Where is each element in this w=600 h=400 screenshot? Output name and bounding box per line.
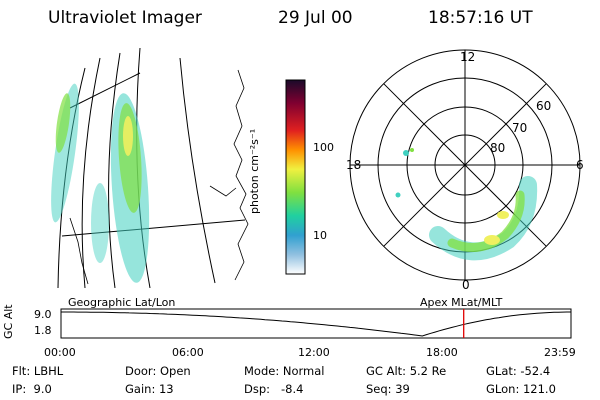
timeline-xtick-1800: 18:00 [426,346,458,359]
info-flt-value: LBHL [33,364,64,378]
coastline [209,185,237,197]
info-dsp: Dsp: -8.4 [244,382,303,396]
left-panel-caption: Geographic Lat/Lon [68,296,176,309]
timeline-xtick-1200: 12:00 [298,346,330,359]
timeline-xtick-0600: 06:00 [172,346,204,359]
mlt-label-6: 6 [576,158,584,172]
parallel-line [69,72,141,109]
colorbar [285,79,306,275]
timeline-ylabel: GC Alt [2,304,15,339]
info-flt-label: Flt: [12,364,31,378]
info-gain-value: 13 [158,382,174,396]
timeline-xtick-2359: 23:59 [544,346,576,359]
mlat-label-60: 60 [536,99,551,113]
header-time: 18:57:16 UT [428,8,533,28]
mlt-line-diagonal [383,83,547,247]
info-glat-label: GLat: [486,364,517,378]
right-panel-caption: Apex MLat/MLT [420,296,503,309]
coastline [69,217,89,285]
info-gcalt-value: 5.2 Re [409,364,447,378]
info-glat-value: -52.4 [520,364,551,378]
info-seq-label: Seq: [366,382,392,396]
mlat-label-70: 70 [512,121,527,135]
mlt-label-18: 18 [346,158,361,172]
altitude-curve [61,311,571,337]
info-dsp-value: -8.4 [281,382,304,396]
info-seq: Seq: 39 [366,382,410,396]
info-seq-value: 39 [395,382,410,396]
info-mode: Mode: Normal [244,364,324,378]
meridian-line [108,52,121,288]
timeline-plot [60,308,572,339]
aurora-oval [395,148,538,261]
info-gcalt: GC Alt: 5.2 Re [366,364,446,378]
colorbar-tick-100: 100 [313,141,334,154]
info-door-value: Open [159,364,191,378]
info-mode-value: Normal [282,364,325,378]
timeline-ytick-bottom: 1.8 [34,324,52,337]
info-ip: IP: 9.0 [12,382,52,396]
info-gain: Gain: 13 [125,382,174,396]
meridian-line [81,57,101,288]
info-ip-value: 9.0 [33,382,52,396]
timeline-ytick-top: 9.0 [34,308,52,321]
info-glon: GLon: 121.0 [486,382,556,396]
polar-plot: 12 18 6 0 60 70 80 [346,49,584,292]
app-title: Ultraviolet Imager [48,8,202,28]
header-date: 29 Jul 00 [278,8,353,28]
timeline-xtick-0000: 00:00 [44,346,76,359]
info-glon-value: 121.0 [522,382,556,396]
parallel-line [61,219,246,237]
mlt-label-0: 0 [462,278,470,292]
coastline [233,69,249,281]
colorbar-gradient [285,79,306,275]
mlt-label-12: 12 [460,50,475,64]
info-door: Door: Open [125,364,191,378]
info-door-label: Door: [125,364,157,378]
info-glat: GLat: -52.4 [486,364,550,378]
info-gain-label: Gain: [125,382,156,396]
info-flt: Flt: LBHL [12,364,63,378]
mlat-label-80: 80 [490,141,505,155]
colorbar-unit-label: photon cm⁻²s⁻¹ [248,128,261,214]
meridian-line [179,57,216,284]
info-mode-label: Mode: [244,364,280,378]
info-gcalt-label: GC Alt: [366,364,407,378]
geographic-map [51,48,249,288]
info-ip-label: IP: [12,382,27,396]
info-dsp-label: Dsp: [244,382,271,396]
info-glon-label: GLon: [486,382,520,396]
timeline-frame [60,308,572,339]
colorbar-tick-10: 10 [313,229,327,242]
aurora-emission-left [51,83,150,283]
